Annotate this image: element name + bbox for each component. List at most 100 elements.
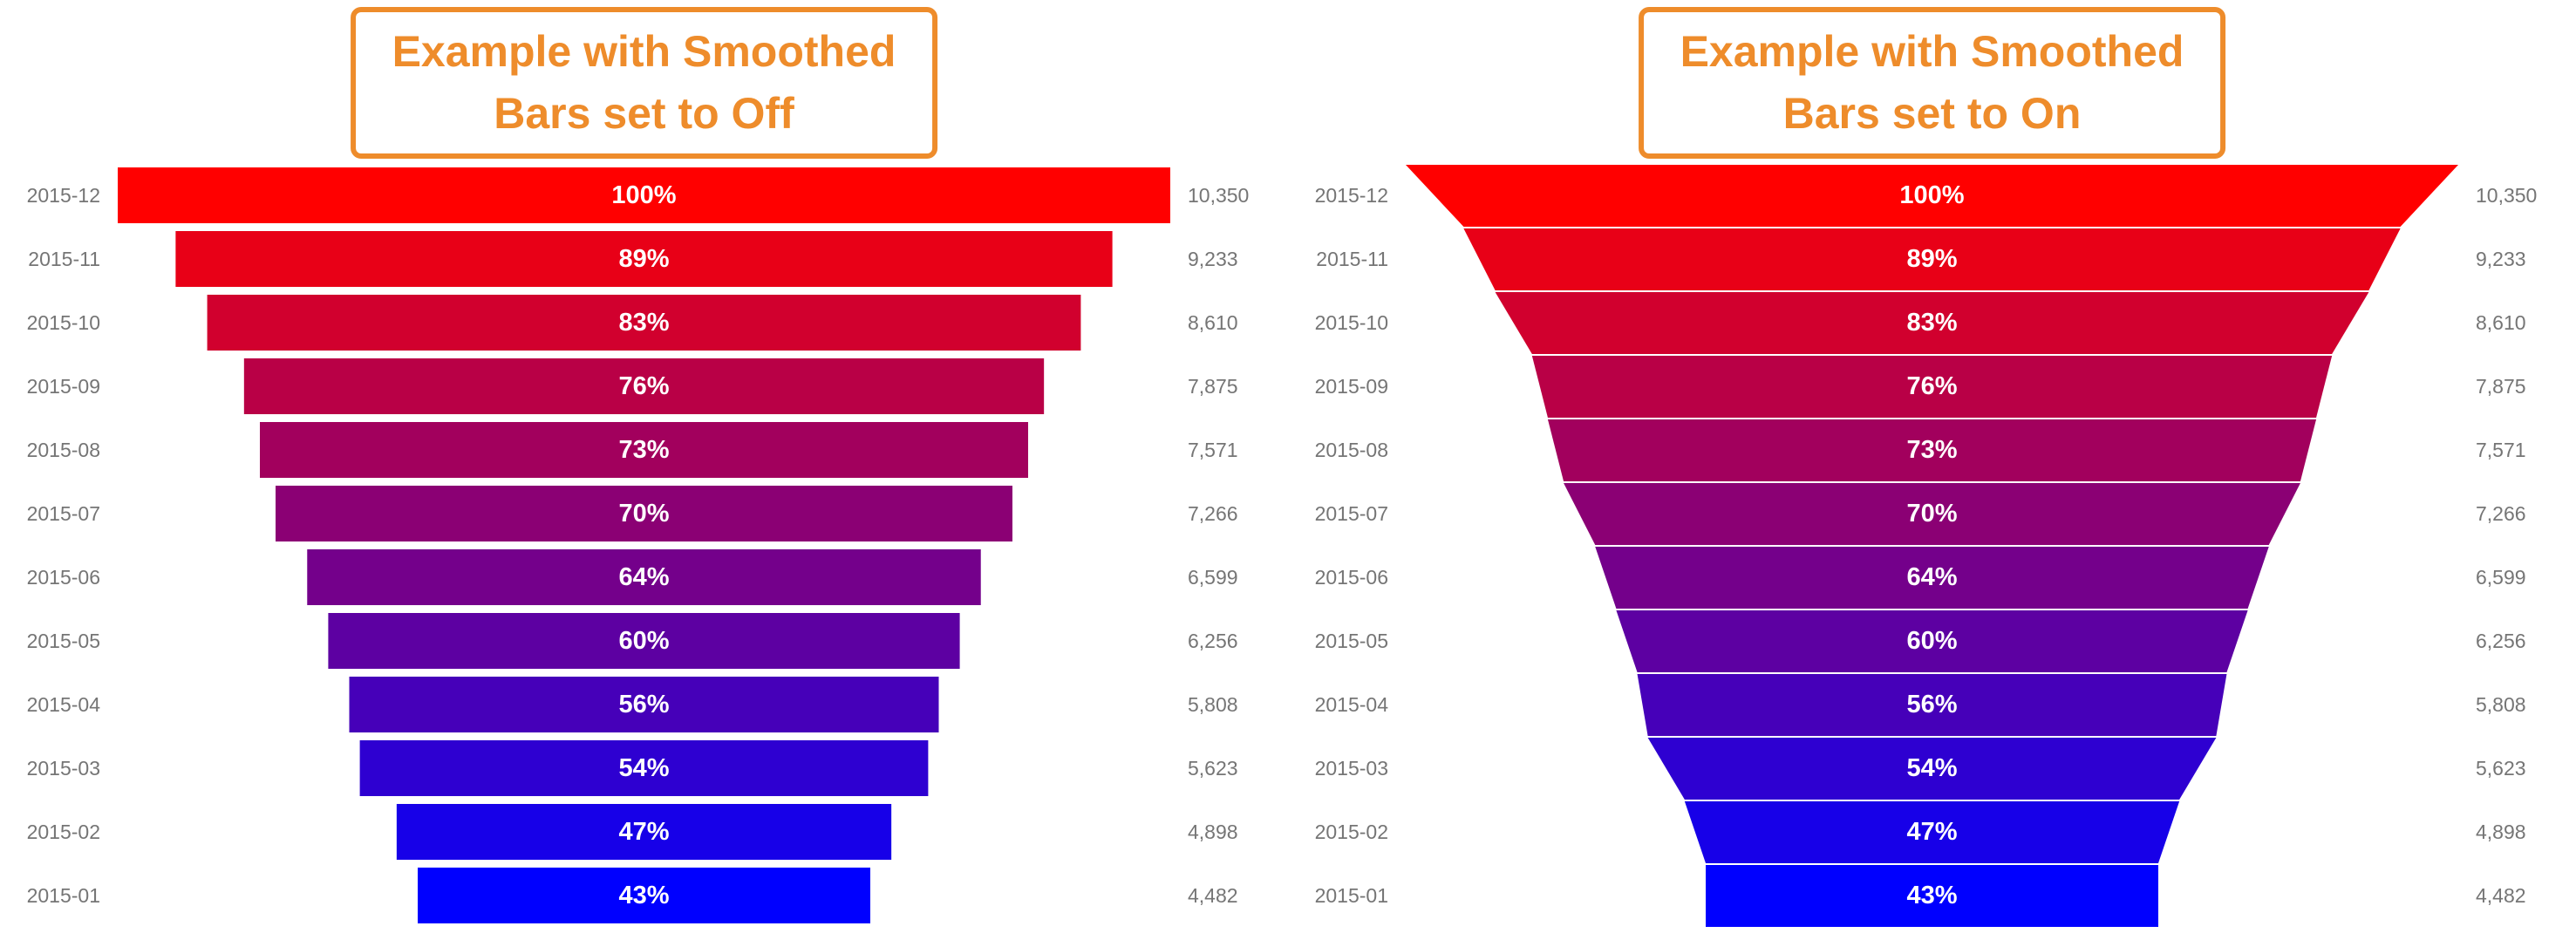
bar-percent-label: 76%	[1906, 372, 1958, 400]
funnel-row: 2015-04 56% 5,808	[1288, 673, 2576, 737]
funnel-row: 2015-11 89% 9,233	[0, 228, 1288, 291]
funnel-row: 2015-06 64% 6,599	[0, 546, 1288, 610]
bar-percent-label: 89%	[1906, 245, 1958, 273]
row-date-label: 2015-02	[26, 821, 100, 843]
row-date-label: 2015-01	[26, 884, 100, 907]
chart-title-callout: Example with Smoothed Bars set to On	[1638, 7, 2226, 159]
row-value-label: 7,266	[2476, 502, 2526, 525]
chart-title-line-1: Example with Smoothed	[392, 27, 896, 76]
row-date-label: 2015-04	[1314, 693, 1388, 716]
bar-percent-label: 43%	[1906, 882, 1958, 909]
funnel-row: 2015-04 56% 5,808	[0, 673, 1288, 737]
row-value-label: 6,599	[2476, 566, 2526, 589]
row-value-label: 5,623	[2476, 757, 2526, 780]
bar-percent-label: 70%	[1906, 500, 1958, 528]
bar-area: 54%	[1406, 737, 2458, 800]
funnel-rows: 2015-12 100% 10,350 2015-11 89% 9,233 2015-10 8…	[1288, 164, 2576, 933]
funnel-row: 2015-03 54% 5,623	[1288, 737, 2576, 800]
funnel-row: 2015-05 60% 6,256	[0, 610, 1288, 673]
bar-area: 64%	[118, 546, 1170, 610]
funnel-row: 2015-05 60% 6,256	[1288, 610, 2576, 673]
funnel-bar: 100%	[118, 167, 1170, 223]
funnel-bar: 70%	[276, 486, 1012, 541]
funnel-row: 2015-11 89% 9,233	[1288, 228, 2576, 291]
row-value-label: 7,266	[1188, 502, 1238, 525]
row-value-label: 9,233	[1188, 248, 1238, 270]
row-date-label: 2015-01	[1314, 884, 1388, 907]
row-value-label: 9,233	[2476, 248, 2526, 270]
funnel-bar: 64%	[307, 549, 981, 605]
row-value-label: 10,350	[2476, 184, 2538, 207]
bar-area: 60%	[118, 610, 1170, 673]
row-value-label: 8,610	[2476, 311, 2526, 334]
chart-title-line-2: Bars set to On	[1782, 89, 2082, 138]
bar-area: 89%	[118, 228, 1170, 291]
bar-percent-label: 89%	[618, 244, 670, 273]
bar-percent-label: 56%	[1906, 691, 1958, 718]
bar-percent-label: 83%	[618, 308, 670, 337]
funnel-bar: 64%	[1595, 547, 2269, 609]
funnel-row: 2015-10 83% 8,610	[1288, 291, 2576, 355]
row-value-label: 4,482	[1188, 884, 1238, 907]
funnel-bar: 56%	[1637, 674, 2227, 736]
bar-area: 83%	[1406, 291, 2458, 355]
funnel-bar: 100%	[1406, 165, 2458, 227]
bar-percent-label: 100%	[1899, 181, 1965, 209]
chart-title-line-1: Example with Smoothed	[1680, 27, 2184, 76]
chart-title-line-2: Bars set to Off	[494, 89, 794, 138]
row-date-label: 2015-11	[28, 248, 100, 270]
row-value-label: 6,256	[1188, 630, 1238, 652]
bar-area: 47%	[118, 800, 1170, 864]
row-value-label: 5,623	[1188, 757, 1238, 780]
funnel-chart-smoothed-off: Example with Smoothed Bars set to Off 20…	[0, 7, 1288, 928]
funnel-row: 2015-03 54% 5,623	[0, 737, 1288, 800]
row-value-label: 7,875	[2476, 375, 2526, 398]
bar-area: 54%	[118, 737, 1170, 800]
row-date-label: 2015-09	[26, 375, 100, 398]
bar-area: 43%	[118, 864, 1170, 928]
row-value-label: 6,599	[1188, 566, 1238, 589]
row-date-label: 2015-03	[1314, 757, 1388, 780]
row-date-label: 2015-06	[26, 566, 100, 589]
bar-area: 47%	[1406, 800, 2458, 864]
bar-percent-label: 73%	[1906, 436, 1958, 464]
row-date-label: 2015-11	[1316, 248, 1388, 270]
bar-area: 70%	[118, 482, 1170, 546]
funnel-bar: 89%	[175, 231, 1113, 287]
bar-area: 73%	[118, 419, 1170, 482]
funnel-bar: 70%	[1564, 483, 2300, 545]
bar-percent-label: 100%	[611, 180, 677, 209]
funnel-row: 2015-02 47% 4,898	[1288, 800, 2576, 864]
bar-area: 73%	[1406, 419, 2458, 482]
funnel-bar: 43%	[1705, 865, 2159, 927]
funnel-row: 2015-10 83% 8,610	[0, 291, 1288, 355]
funnel-row: 2015-08 73% 7,571	[0, 419, 1288, 482]
row-date-label: 2015-08	[26, 439, 100, 461]
funnel-bar: 47%	[396, 804, 892, 860]
funnel-bar: 83%	[1495, 292, 2369, 354]
row-date-label: 2015-03	[26, 757, 100, 780]
bar-percent-label: 64%	[1906, 563, 1958, 591]
funnel-row: 2015-09 76% 7,875	[1288, 355, 2576, 419]
bar-percent-label: 54%	[1906, 754, 1958, 782]
funnel-bar: 76%	[1531, 356, 2333, 418]
row-date-label: 2015-07	[1314, 502, 1388, 525]
bar-percent-label: 83%	[1906, 309, 1958, 337]
bar-percent-label: 60%	[1906, 627, 1958, 655]
bar-percent-label: 47%	[1906, 818, 1958, 846]
row-date-label: 2015-08	[1314, 439, 1388, 461]
bar-area: 83%	[118, 291, 1170, 355]
funnel-chart-smoothed-on: Example with Smoothed Bars set to On 201…	[1288, 0, 2576, 933]
funnel-bar: 76%	[243, 358, 1045, 414]
funnel-row: 2015-08 73% 7,571	[1288, 419, 2576, 482]
bar-area: 64%	[1406, 546, 2458, 610]
row-value-label: 10,350	[1188, 184, 1250, 207]
row-date-label: 2015-02	[1314, 821, 1388, 843]
funnel-bar: 60%	[1616, 610, 2248, 672]
bar-percent-label: 70%	[618, 499, 670, 528]
funnel-bar: 56%	[349, 677, 939, 732]
funnel-row: 2015-12 100% 10,350	[1288, 164, 2576, 228]
bar-percent-label: 43%	[618, 881, 670, 909]
bar-area: 43%	[1406, 864, 2458, 928]
